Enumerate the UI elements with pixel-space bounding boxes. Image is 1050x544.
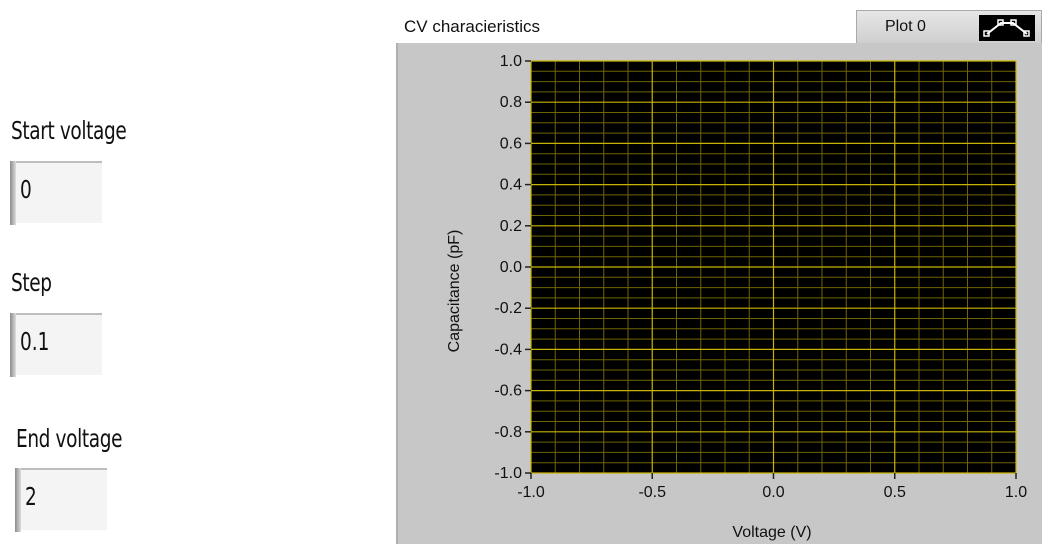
y-tick-label: -0.6 [494,383,522,400]
start-voltage-value: 0 [20,175,32,204]
x-tick-label: -0.5 [638,484,666,501]
end-voltage-label: End voltage [16,424,123,453]
y-tick-label: -1.0 [494,465,522,482]
x-tick-label: 1.0 [1005,484,1027,501]
graph-title: CV characieristics [404,17,541,36]
y-tick-label: 0.6 [500,135,522,152]
step-label: Step [11,268,52,297]
y-axis-title: Capacitance (pF) [446,230,463,353]
y-tick-label: -0.2 [494,300,522,317]
y-tick-label: 1.0 [500,53,522,70]
end-voltage-input[interactable]: 2 [15,468,107,532]
cv-chart[interactable]: 1.0 0.8 0.6 0.4 0.2 0.0 -0.2 -0.4 -0.6 -0.8 -1.0 -… [398,43,1044,544]
start-voltage-label: Start voltage [11,116,127,145]
y-tick-label: 0.8 [500,94,522,111]
plot-legend-label: Plot 0 [885,18,926,35]
y-tick-label: 0.4 [500,177,522,194]
step-value: 0.1 [20,327,50,356]
plot-legend[interactable]: Plot 0 [856,10,1042,44]
y-tick-label: 0.0 [500,259,522,276]
plot-style-icon[interactable] [979,15,1035,41]
x-tick-label: 0.5 [884,484,906,501]
end-voltage-value: 2 [25,482,37,511]
x-axis-title: Voltage (V) [732,524,811,541]
y-tick-label: -0.4 [494,341,522,358]
y-tick-label: -0.8 [494,424,522,441]
x-tick-label: 0.0 [762,484,784,501]
y-tick-label: 0.2 [500,218,522,235]
graph-frame: 1.0 0.8 0.6 0.4 0.2 0.0 -0.2 -0.4 -0.6 -0.8 -1.0 -… [396,43,1042,544]
step-input[interactable]: 0.1 [10,313,102,377]
start-voltage-input[interactable]: 0 [10,161,102,225]
x-tick-label: -1.0 [517,484,545,501]
